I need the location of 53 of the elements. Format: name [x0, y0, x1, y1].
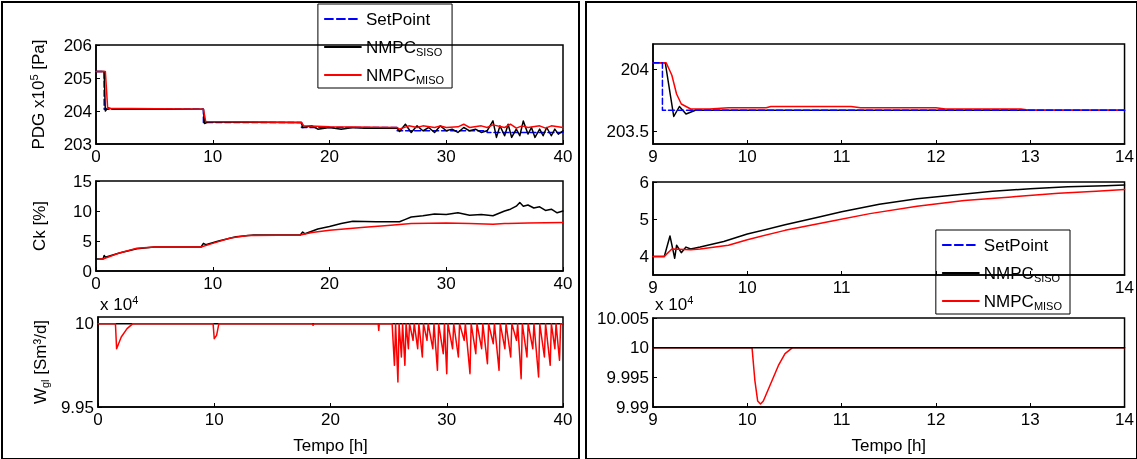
x-tick-label: 10 [737, 410, 757, 429]
y-tick-label: 9.995 [606, 367, 649, 387]
x-tick-label: 30 [437, 410, 457, 429]
x-tick-label: 40 [553, 147, 573, 166]
legend-label: SetPoint [365, 9, 431, 29]
x-tick-label: 12 [926, 147, 946, 166]
y-tick-label: 9.99 [615, 397, 649, 417]
y-tick-label: 5 [639, 209, 649, 229]
y-tick-label: 203 [63, 134, 92, 154]
x-tick-label: 10 [737, 147, 757, 166]
y-tick-label: 10 [75, 314, 94, 334]
y-tick-label: 203.5 [606, 122, 649, 141]
y-tick-label: 4 [639, 246, 649, 266]
y-tick-label: 9.95 [60, 397, 94, 417]
y-tick-label: 15 [73, 171, 92, 191]
x-tick-label: 30 [436, 147, 456, 166]
x-axis-title: Tempo [h] [293, 436, 368, 455]
x-tick-label: 14 [1115, 278, 1135, 297]
y-tick-label: 206 [63, 35, 92, 55]
y-tick-label: 10 [630, 338, 649, 358]
x-tick-label: 20 [321, 410, 340, 429]
x-axis-title: Tempo [h] [851, 436, 927, 455]
x-tick-label: 11 [832, 278, 851, 297]
x-tick-label: 40 [553, 274, 573, 293]
y-tick-label: 10 [73, 201, 92, 221]
x-tick-label: 10 [203, 147, 223, 166]
x-tick-label: 40 [553, 410, 573, 429]
y-axis-title: Wgl [Sm³/d] [30, 319, 51, 405]
x-tick-label: 9 [648, 147, 658, 166]
y-tick-label: 5 [82, 231, 92, 251]
y-tick-label: 10.005 [597, 308, 649, 328]
x-tick-label: 11 [832, 147, 851, 166]
x-tick-label: 13 [1020, 410, 1040, 429]
legend-label: SetPoint [983, 235, 1049, 255]
x-tick-label: 20 [320, 147, 339, 166]
y-tick-label: 204 [620, 59, 649, 79]
y-tick-label: 204 [63, 101, 92, 121]
x-tick-label: 30 [436, 274, 456, 293]
x-tick-label: 20 [320, 274, 339, 293]
x-tick-label: 13 [1020, 147, 1040, 166]
x-tick-label: 12 [926, 410, 946, 429]
x-tick-label: 10 [204, 410, 224, 429]
x-tick-label: 10 [203, 274, 223, 293]
y-tick-label: 205 [63, 68, 92, 88]
y-axis-title: Ck [%] [30, 200, 49, 252]
x-tick-label: 9 [648, 410, 658, 429]
x-tick-label: 14 [1115, 147, 1135, 166]
y-tick-label: 6 [639, 172, 649, 192]
y-axis-title: PDG x105 [Pa] [27, 39, 48, 150]
x-tick-label: 9 [648, 278, 658, 297]
x-tick-label: 11 [832, 410, 851, 429]
x-tick-label: 14 [1115, 410, 1135, 429]
x-tick-label: 10 [737, 278, 757, 297]
